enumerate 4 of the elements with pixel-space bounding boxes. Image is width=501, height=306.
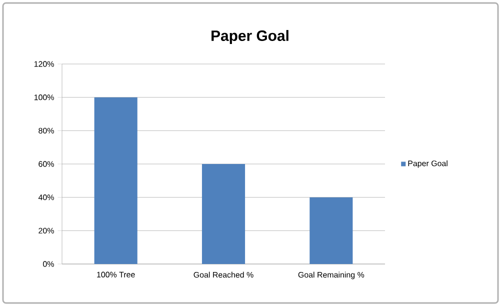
bar	[94, 97, 138, 264]
chart-title: Paper Goal	[212, 30, 288, 44]
bar	[202, 164, 246, 264]
bar	[310, 197, 353, 264]
